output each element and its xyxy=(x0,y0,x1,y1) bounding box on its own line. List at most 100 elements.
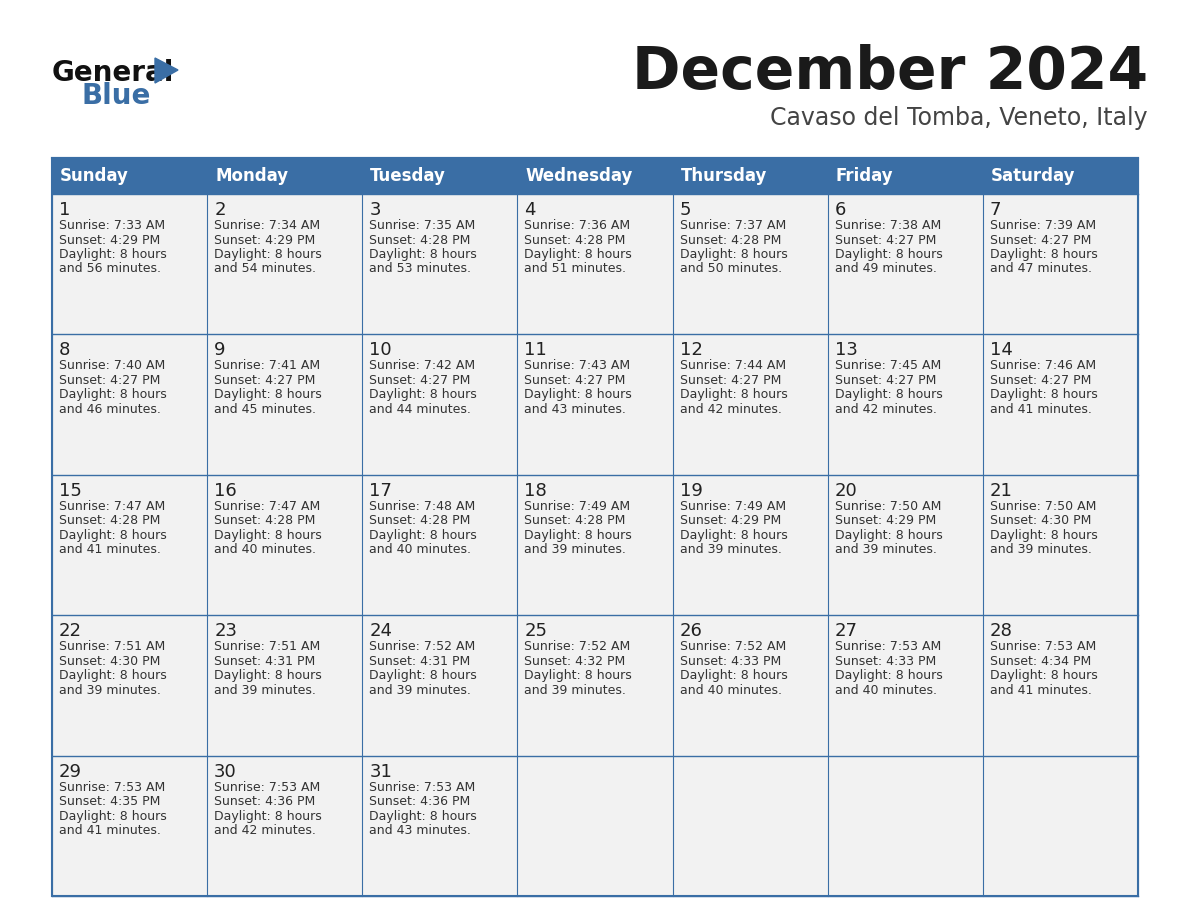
Text: 11: 11 xyxy=(524,341,548,360)
Text: and 53 minutes.: and 53 minutes. xyxy=(369,263,472,275)
Text: Sunrise: 7:46 AM: Sunrise: 7:46 AM xyxy=(990,360,1097,373)
Text: Daylight: 8 hours: Daylight: 8 hours xyxy=(835,388,942,401)
Text: 18: 18 xyxy=(524,482,548,499)
Bar xyxy=(362,756,518,896)
Bar xyxy=(362,615,518,756)
Text: Sunrise: 7:50 AM: Sunrise: 7:50 AM xyxy=(990,499,1097,513)
Text: 21: 21 xyxy=(990,482,1012,499)
Text: Daylight: 8 hours: Daylight: 8 hours xyxy=(369,810,478,823)
Bar xyxy=(518,756,672,896)
Bar xyxy=(52,756,207,896)
Text: Sunset: 4:28 PM: Sunset: 4:28 PM xyxy=(369,233,470,247)
Bar xyxy=(362,194,518,334)
Text: Sunrise: 7:45 AM: Sunrise: 7:45 AM xyxy=(835,360,941,373)
Text: Wednesday: Wednesday xyxy=(525,167,633,185)
Bar xyxy=(672,334,828,475)
Text: and 42 minutes.: and 42 minutes. xyxy=(214,824,316,837)
Text: 2: 2 xyxy=(214,201,226,219)
Text: 3: 3 xyxy=(369,201,381,219)
Text: and 46 minutes.: and 46 minutes. xyxy=(59,403,160,416)
Text: Sunset: 4:36 PM: Sunset: 4:36 PM xyxy=(369,795,470,808)
Text: and 39 minutes.: and 39 minutes. xyxy=(524,684,626,697)
Text: Sunrise: 7:52 AM: Sunrise: 7:52 AM xyxy=(369,640,475,654)
Bar xyxy=(207,194,362,334)
Text: 25: 25 xyxy=(524,622,548,640)
Text: Daylight: 8 hours: Daylight: 8 hours xyxy=(59,669,166,682)
Text: and 43 minutes.: and 43 minutes. xyxy=(524,403,626,416)
Text: 12: 12 xyxy=(680,341,702,360)
Bar xyxy=(52,158,1138,896)
Text: Sunset: 4:27 PM: Sunset: 4:27 PM xyxy=(680,374,781,386)
Text: Sunset: 4:33 PM: Sunset: 4:33 PM xyxy=(680,655,781,667)
Text: Sunset: 4:27 PM: Sunset: 4:27 PM xyxy=(524,374,626,386)
Text: and 40 minutes.: and 40 minutes. xyxy=(369,543,472,556)
Text: and 41 minutes.: and 41 minutes. xyxy=(59,824,160,837)
Text: Daylight: 8 hours: Daylight: 8 hours xyxy=(680,529,788,542)
Text: Sunset: 4:28 PM: Sunset: 4:28 PM xyxy=(680,233,781,247)
Text: 27: 27 xyxy=(835,622,858,640)
Text: Sunrise: 7:53 AM: Sunrise: 7:53 AM xyxy=(214,780,321,793)
Text: 28: 28 xyxy=(990,622,1012,640)
Text: Sunset: 4:36 PM: Sunset: 4:36 PM xyxy=(214,795,315,808)
Text: Cavaso del Tomba, Veneto, Italy: Cavaso del Tomba, Veneto, Italy xyxy=(770,106,1148,130)
Text: 29: 29 xyxy=(59,763,82,780)
Text: Sunrise: 7:50 AM: Sunrise: 7:50 AM xyxy=(835,499,941,513)
Text: Daylight: 8 hours: Daylight: 8 hours xyxy=(59,248,166,261)
Bar xyxy=(207,475,362,615)
Text: Daylight: 8 hours: Daylight: 8 hours xyxy=(59,529,166,542)
Text: Sunrise: 7:39 AM: Sunrise: 7:39 AM xyxy=(990,219,1097,232)
Text: Sunset: 4:27 PM: Sunset: 4:27 PM xyxy=(369,374,470,386)
Text: and 56 minutes.: and 56 minutes. xyxy=(59,263,162,275)
Bar xyxy=(52,615,207,756)
Text: Thursday: Thursday xyxy=(681,167,767,185)
Text: Daylight: 8 hours: Daylight: 8 hours xyxy=(990,529,1098,542)
Text: 13: 13 xyxy=(835,341,858,360)
Bar xyxy=(362,334,518,475)
Text: Blue: Blue xyxy=(82,82,151,110)
Bar xyxy=(672,475,828,615)
Text: Daylight: 8 hours: Daylight: 8 hours xyxy=(214,248,322,261)
Text: Daylight: 8 hours: Daylight: 8 hours xyxy=(990,248,1098,261)
Text: Daylight: 8 hours: Daylight: 8 hours xyxy=(680,388,788,401)
Text: and 39 minutes.: and 39 minutes. xyxy=(680,543,782,556)
Bar xyxy=(982,475,1138,615)
Text: Sunrise: 7:33 AM: Sunrise: 7:33 AM xyxy=(59,219,165,232)
Text: Sunrise: 7:44 AM: Sunrise: 7:44 AM xyxy=(680,360,785,373)
Text: Sunset: 4:28 PM: Sunset: 4:28 PM xyxy=(524,233,626,247)
Bar xyxy=(362,475,518,615)
Text: Sunrise: 7:53 AM: Sunrise: 7:53 AM xyxy=(59,780,165,793)
Text: Daylight: 8 hours: Daylight: 8 hours xyxy=(835,669,942,682)
Text: Sunset: 4:35 PM: Sunset: 4:35 PM xyxy=(59,795,160,808)
Bar xyxy=(52,158,1138,194)
Text: Sunrise: 7:49 AM: Sunrise: 7:49 AM xyxy=(524,499,631,513)
Text: and 41 minutes.: and 41 minutes. xyxy=(990,403,1092,416)
Text: 31: 31 xyxy=(369,763,392,780)
Bar xyxy=(52,194,207,334)
Text: and 43 minutes.: and 43 minutes. xyxy=(369,824,472,837)
Text: 17: 17 xyxy=(369,482,392,499)
Text: Sunset: 4:27 PM: Sunset: 4:27 PM xyxy=(990,233,1092,247)
Text: 23: 23 xyxy=(214,622,238,640)
Text: and 50 minutes.: and 50 minutes. xyxy=(680,263,782,275)
Text: Daylight: 8 hours: Daylight: 8 hours xyxy=(835,248,942,261)
Text: Daylight: 8 hours: Daylight: 8 hours xyxy=(990,388,1098,401)
Text: Sunrise: 7:42 AM: Sunrise: 7:42 AM xyxy=(369,360,475,373)
Text: 15: 15 xyxy=(59,482,82,499)
Text: Sunset: 4:31 PM: Sunset: 4:31 PM xyxy=(369,655,470,667)
Text: Daylight: 8 hours: Daylight: 8 hours xyxy=(214,669,322,682)
Text: Sunset: 4:30 PM: Sunset: 4:30 PM xyxy=(59,655,160,667)
Text: and 42 minutes.: and 42 minutes. xyxy=(680,403,782,416)
Bar xyxy=(52,334,207,475)
Text: Daylight: 8 hours: Daylight: 8 hours xyxy=(369,669,478,682)
Bar xyxy=(518,334,672,475)
Text: Sunset: 4:27 PM: Sunset: 4:27 PM xyxy=(214,374,316,386)
Text: 22: 22 xyxy=(59,622,82,640)
Bar xyxy=(672,615,828,756)
Text: and 41 minutes.: and 41 minutes. xyxy=(990,684,1092,697)
Text: and 42 minutes.: and 42 minutes. xyxy=(835,403,936,416)
Text: Sunrise: 7:38 AM: Sunrise: 7:38 AM xyxy=(835,219,941,232)
Text: Sunset: 4:29 PM: Sunset: 4:29 PM xyxy=(214,233,315,247)
Text: and 47 minutes.: and 47 minutes. xyxy=(990,263,1092,275)
Text: Sunset: 4:34 PM: Sunset: 4:34 PM xyxy=(990,655,1091,667)
Bar xyxy=(982,756,1138,896)
